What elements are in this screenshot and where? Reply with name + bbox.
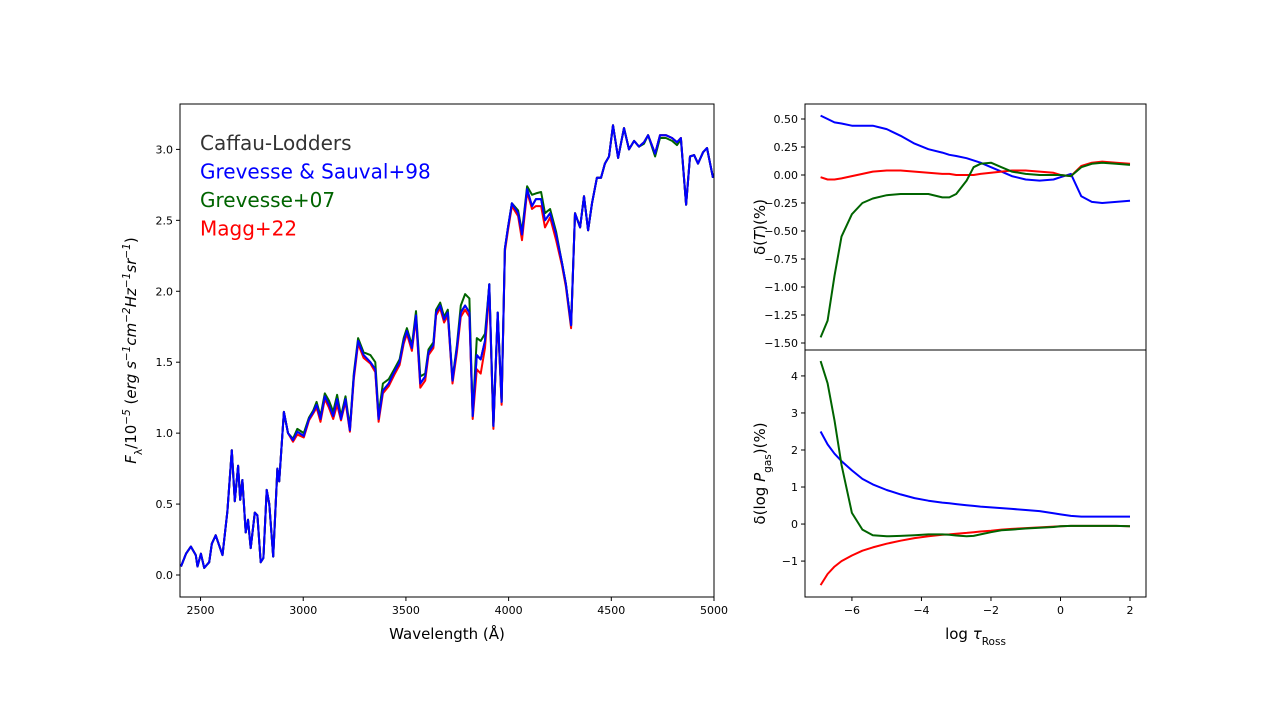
series-line-0 (820, 114, 1131, 204)
label-part: sr (122, 258, 140, 273)
label-part: /10 (122, 425, 140, 449)
y-axis-label: Fλ/10−5 (erg s−1cm−2Hz−1sr−1) (121, 237, 145, 463)
label-part: τ (973, 625, 983, 643)
y-tick-label: −1 (782, 555, 798, 568)
label-part: F (122, 455, 140, 464)
label-part: −5 (121, 409, 133, 425)
legend-entry: Caffau-Lodders (200, 131, 352, 155)
y-tick-label: 0.5 (156, 498, 174, 511)
label-part: P (751, 472, 769, 482)
y-tick-label: 1.0 (156, 427, 174, 440)
label-part: −1 (121, 243, 133, 258)
label-part: λ (133, 449, 145, 455)
y-tick-label: 1 (791, 481, 798, 494)
series-line-0 (819, 431, 1130, 518)
y-tick-label: 0 (791, 518, 798, 531)
label-part: ( (122, 399, 140, 410)
legend-entry: Grevesse & Sauval+98 (200, 160, 431, 184)
y-tick-label: 3 (791, 407, 798, 420)
label-part: T (751, 229, 769, 240)
y-tick-label: 0.00 (774, 169, 799, 182)
y-tick-label: 2.0 (156, 285, 174, 298)
y-tick-label: 2 (791, 444, 798, 457)
x-tick-label: 3000 (289, 604, 317, 617)
label-part: δ(log (751, 482, 769, 525)
y-tick-label: 0.50 (774, 113, 799, 126)
series-line-2 (819, 360, 1131, 538)
axes-frame (804, 349, 1147, 598)
label-part: )(%) (751, 422, 769, 454)
x-axis-label: Wavelength (Å) (389, 624, 505, 643)
y-tick-label: −1.00 (764, 281, 798, 294)
label-part: Ross (982, 636, 1006, 648)
x-tick-label: −6 (844, 604, 860, 617)
y-tick-label: −0.75 (764, 253, 798, 266)
legend-entry: Grevesse+07 (200, 188, 335, 212)
label-part: −1 (121, 273, 133, 288)
y-axis-label: δ(T)(%) (751, 199, 769, 255)
x-tick-label: −2 (983, 604, 999, 617)
axes-frame (179, 103, 715, 598)
x-tick-label: −4 (913, 604, 929, 617)
label-part: )(%) (751, 199, 769, 231)
label-part: gas (762, 454, 774, 473)
x-axis-label: log τRoss (945, 625, 1006, 648)
y-tick-label: 2.5 (156, 214, 174, 227)
y-tick-label: 3.0 (156, 143, 174, 156)
label-part: erg s (122, 361, 140, 399)
y-tick-label: −1.25 (764, 309, 798, 322)
spectrum-panel: 0.0 0.5 1.0 1.5 2.0 2.5 3.0 2500 3000 3500 4000 450… (121, 103, 728, 643)
y-tick-label: 0.0 (156, 569, 174, 582)
legend-entry: Magg+22 (200, 217, 297, 241)
label-part: δ( (751, 240, 769, 255)
label-part: log (945, 625, 973, 643)
label-part: −1 (121, 346, 133, 361)
x-tick-label: 0 (1057, 604, 1064, 617)
label-part: cm (122, 323, 140, 346)
y-tick-label: 1.5 (156, 356, 174, 369)
label-part: −2 (121, 307, 133, 323)
y-tick-label: −0.50 (764, 225, 798, 238)
x-tick-label: 4500 (597, 604, 625, 617)
y-tick-label: 4 (791, 370, 798, 383)
x-tick-label: 5000 (700, 604, 728, 617)
x-tick-label: 4000 (495, 604, 523, 617)
y-axis-label: δ(log Pgas)(%) (751, 422, 774, 524)
series-line-grevesse-sauval-98 (180, 124, 714, 569)
label-part: ) (122, 237, 140, 243)
series-line-2 (819, 161, 1131, 338)
pressure-diff-panel: −1 0 1 2 3 4 −6 −4 −2 0 2 log τRoss δ(log Pgas)(%) (751, 349, 1147, 648)
y-tick-label: −1.50 (764, 337, 798, 350)
x-tick-label: 2 (1127, 604, 1134, 617)
x-tick-label: 3500 (392, 604, 420, 617)
x-tick-label: 2500 (187, 604, 215, 617)
y-tick-label: −0.25 (764, 197, 798, 210)
temperature-diff-panel: 0.50 0.25 0.00 −0.25 −0.50 −0.75 −1.00 −1.25 −1.… (751, 103, 1147, 351)
y-tick-label: 0.25 (774, 141, 799, 154)
label-part: Hz (122, 287, 140, 307)
